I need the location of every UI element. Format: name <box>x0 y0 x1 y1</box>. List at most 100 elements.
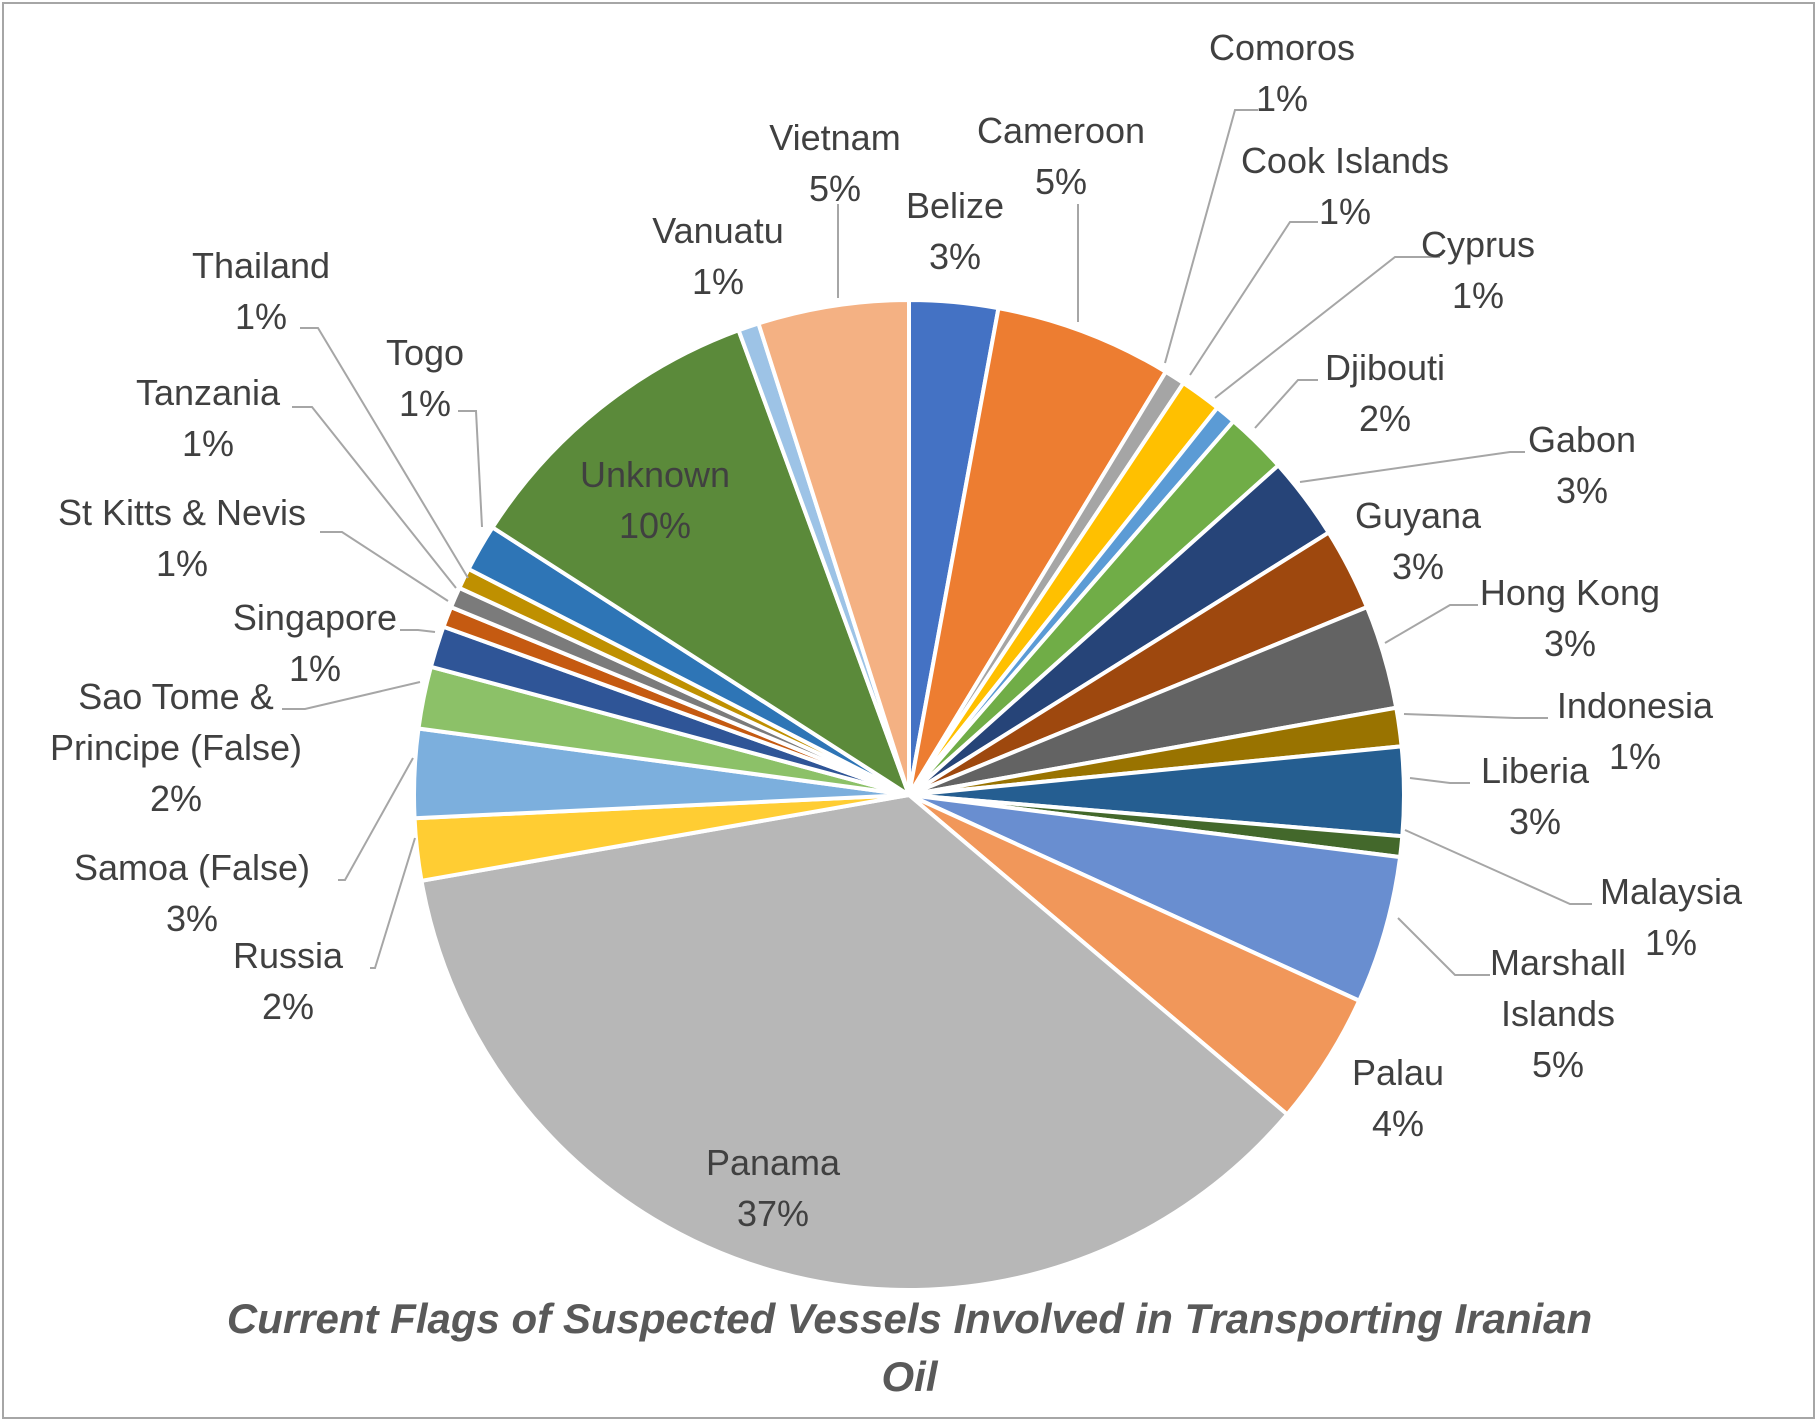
slice-percent-palau: 4% <box>1372 1103 1424 1144</box>
chart-title: Current Flags of Suspected Vessels Invol… <box>0 1290 1819 1406</box>
slice-label-indonesia: Indonesia 1% <box>1557 685 1714 777</box>
slice-percent-gabon: 3% <box>1556 470 1608 511</box>
leader-line-gabon <box>1299 451 1525 483</box>
leader-line-cook-islands <box>1189 221 1318 376</box>
slice-label-samoa-false: Samoa (False) 3% <box>74 847 310 939</box>
slice-percent-thailand: 1% <box>235 296 287 337</box>
slice-name-russia: Russia <box>233 935 344 976</box>
slice-name-thailand: Thailand <box>192 245 330 286</box>
slice-name-sao-tome-principe-false: Principe (False) <box>50 727 302 768</box>
slice-percent-singapore: 1% <box>289 648 341 689</box>
slice-name-palau: Palau <box>1352 1052 1444 1093</box>
leader-line-malaysia <box>1404 829 1592 905</box>
slice-label-gabon: Gabon 3% <box>1528 419 1636 511</box>
slice-percent-sao-tome-principe-false: 2% <box>150 778 202 819</box>
slice-label-singapore: Singapore 1% <box>233 597 397 689</box>
slice-percent-vietnam: 5% <box>809 168 861 209</box>
slice-percent-togo: 1% <box>399 383 451 424</box>
slice-percent-st-kitts-nevis: 1% <box>156 543 208 584</box>
chart-title-line1: Current Flags of Suspected Vessels Invol… <box>226 1295 1593 1342</box>
leader-line-indonesia <box>1403 713 1548 719</box>
slice-labels: Belize 3% Cameroon 5% Comoros 1% Cook Islands 1… <box>50 27 1743 1234</box>
slice-label-comoros: Comoros 1% <box>1209 27 1355 119</box>
leader-line-thailand <box>300 327 469 579</box>
slice-name-panama: Panama <box>706 1142 841 1183</box>
slice-label-cyprus: Cyprus 1% <box>1421 224 1535 316</box>
slice-label-sao-tome-principe-false: Sao Tome & Principe (False) 2% <box>50 676 302 819</box>
slice-percent-hong-kong: 3% <box>1544 623 1596 664</box>
slice-label-russia: Russia 2% <box>233 935 344 1027</box>
slice-percent-vanuatu: 1% <box>692 261 744 302</box>
slice-name-vanuatu: Vanuatu <box>652 210 783 251</box>
slice-percent-guyana: 3% <box>1392 546 1444 587</box>
leader-line-togo <box>458 410 483 528</box>
slice-name-singapore: Singapore <box>233 597 397 638</box>
slice-label-vanuatu: Vanuatu 1% <box>652 210 783 302</box>
pie-slice-panama <box>419 793 1290 1292</box>
slice-name-cook-islands: Cook Islands <box>1241 140 1449 181</box>
slice-label-st-kitts-nevis: St Kitts & Nevis 1% <box>58 492 306 584</box>
leader-line-samoa-false <box>338 757 414 881</box>
slice-label-djibouti: Djibouti 2% <box>1325 347 1445 439</box>
slice-name-togo: Togo <box>386 332 464 373</box>
slice-label-cook-islands: Cook Islands 1% <box>1241 140 1449 232</box>
slice-label-panama: Panama 37% <box>706 1142 841 1234</box>
slice-name-marshall-islands: Islands <box>1501 993 1615 1034</box>
slice-name-cameroon: Cameroon <box>977 110 1145 151</box>
slice-label-thailand: Thailand 1% <box>192 245 330 337</box>
slice-percent-tanzania: 1% <box>182 423 234 464</box>
slice-percent-cook-islands: 1% <box>1319 191 1371 232</box>
slice-label-togo: Togo 1% <box>386 332 464 424</box>
slice-label-tanzania: Tanzania 1% <box>136 372 281 464</box>
leader-line-liberia <box>1409 777 1470 784</box>
leader-line-st-kitts-nevis <box>320 531 449 602</box>
slice-label-guyana: Guyana 3% <box>1355 495 1482 587</box>
leader-line-cyprus <box>1214 256 1440 399</box>
leader-lines <box>282 109 1592 976</box>
slice-percent-cyprus: 1% <box>1452 275 1504 316</box>
slice-label-hong-kong: Hong Kong 3% <box>1480 572 1660 664</box>
leader-line-sao-tome-principe-false <box>282 681 421 710</box>
slice-name-gabon: Gabon <box>1528 419 1636 460</box>
slice-label-belize: Belize 3% <box>906 185 1004 277</box>
slice-name-malaysia: Malaysia <box>1600 871 1743 912</box>
slice-name-sao-tome-principe-false: Sao Tome & <box>78 676 273 717</box>
pie-slices <box>412 298 1406 1292</box>
leader-line-comoros <box>1164 109 1258 364</box>
slice-name-unknown: Unknown <box>580 454 730 495</box>
slice-percent-unknown: 10% <box>619 505 691 546</box>
slice-name-liberia: Liberia <box>1481 750 1590 791</box>
pie-slice-unknown <box>490 328 911 797</box>
slice-label-liberia: Liberia 3% <box>1481 750 1590 842</box>
slice-percent-malaysia: 1% <box>1645 922 1697 963</box>
slice-percent-indonesia: 1% <box>1609 736 1661 777</box>
pie-slice-cameroon <box>907 306 1168 797</box>
slice-percent-samoa-false: 3% <box>166 898 218 939</box>
slice-name-comoros: Comoros <box>1209 27 1355 68</box>
leader-line-tanzania <box>292 406 457 589</box>
slice-percent-liberia: 3% <box>1509 801 1561 842</box>
slice-percent-russia: 2% <box>262 986 314 1027</box>
slice-percent-cameroon: 5% <box>1035 161 1087 202</box>
pie-slice-marshall-islands <box>907 793 1403 1003</box>
slice-name-vietnam: Vietnam <box>769 117 900 158</box>
leader-line-djibouti <box>1254 379 1318 429</box>
slice-percent-marshall-islands: 5% <box>1532 1044 1584 1085</box>
slice-name-belize: Belize <box>906 185 1004 226</box>
slice-label-cameroon: Cameroon 5% <box>977 110 1145 202</box>
slice-name-hong-kong: Hong Kong <box>1480 572 1660 613</box>
slice-label-palau: Palau 4% <box>1352 1052 1444 1144</box>
slice-label-malaysia: Malaysia 1% <box>1600 871 1743 963</box>
slice-percent-djibouti: 2% <box>1359 398 1411 439</box>
leader-line-singapore <box>400 629 436 633</box>
slice-label-unknown: Unknown 10% <box>580 454 730 546</box>
slice-percent-panama: 37% <box>737 1193 809 1234</box>
leader-line-marshall-islands <box>1397 917 1490 976</box>
slice-name-djibouti: Djibouti <box>1325 347 1445 388</box>
chart-title-line2: Oil <box>881 1353 938 1400</box>
slice-label-vietnam: Vietnam 5% <box>769 117 900 209</box>
slice-percent-belize: 3% <box>929 236 981 277</box>
leader-line-hong-kong <box>1384 604 1478 644</box>
slice-name-cyprus: Cyprus <box>1421 224 1535 265</box>
